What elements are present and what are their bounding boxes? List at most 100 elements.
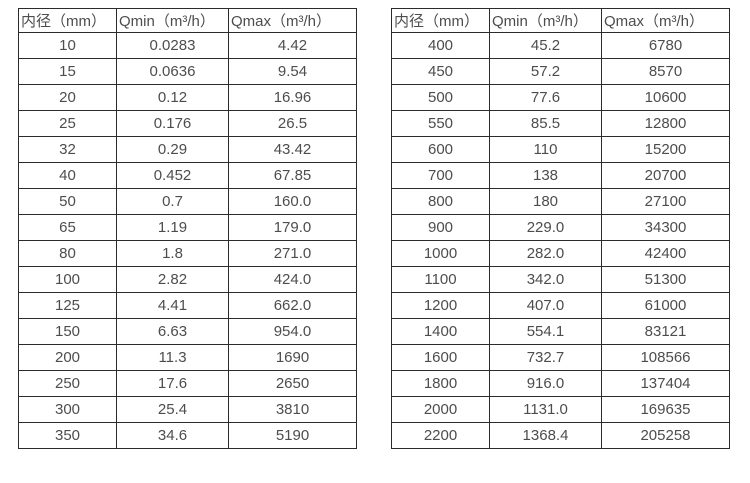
table-row: 300 25.4 3810 (18, 396, 357, 423)
qmin-cell: 4.41 (116, 292, 229, 319)
table-row: 1100 342.0 51300 (391, 266, 730, 293)
table-row: 1200 407.0 61000 (391, 292, 730, 319)
qmin-cell: 1131.0 (489, 396, 602, 423)
qmax-cell: 160.0 (228, 188, 357, 215)
qmax-column-header: Qmax（m³/h） (601, 8, 730, 33)
diameter-cell: 15 (18, 58, 117, 85)
qmax-cell: 137404 (601, 370, 730, 397)
qmin-cell: 229.0 (489, 214, 602, 241)
qmin-cell: 77.6 (489, 84, 602, 111)
diameter-cell: 350 (18, 422, 117, 449)
qmin-cell: 554.1 (489, 318, 602, 345)
qmax-cell: 26.5 (228, 110, 357, 137)
table-row: 40 0.452 67.85 (18, 162, 357, 189)
table-row: 1400 554.1 83121 (391, 318, 730, 345)
qmin-cell: 0.176 (116, 110, 229, 137)
qmin-cell: 1368.4 (489, 422, 602, 449)
diameter-cell: 550 (391, 110, 490, 137)
diameter-cell: 400 (391, 32, 490, 59)
table-row: 65 1.19 179.0 (18, 214, 357, 241)
qmin-cell: 85.5 (489, 110, 602, 137)
table-row: 2200 1368.4 205258 (391, 422, 730, 449)
table-row: 1800 916.0 137404 (391, 370, 730, 397)
qmin-cell: 1.8 (116, 240, 229, 267)
diameter-cell: 250 (18, 370, 117, 397)
diameter-column-header: 内径（mm） (391, 8, 490, 33)
diameter-column-header: 内径（mm） (18, 8, 117, 33)
qmin-cell: 0.452 (116, 162, 229, 189)
table-row: 500 77.6 10600 (391, 84, 730, 111)
qmin-cell: 342.0 (489, 266, 602, 293)
qmax-cell: 1690 (228, 344, 357, 371)
qmax-cell: 6780 (601, 32, 730, 59)
qmax-cell: 16.96 (228, 84, 357, 111)
diameter-cell: 300 (18, 396, 117, 423)
table-row: 125 4.41 662.0 (18, 292, 357, 319)
table-row: 350 34.6 5190 (18, 422, 357, 449)
qmax-cell: 43.42 (228, 136, 357, 163)
qmax-cell: 4.42 (228, 32, 357, 59)
qmin-cell: 0.0636 (116, 58, 229, 85)
table-row: 200 11.3 1690 (18, 344, 357, 371)
qmax-cell: 5190 (228, 422, 357, 449)
table-row: 700 138 20700 (391, 162, 730, 189)
diameter-cell: 150 (18, 318, 117, 345)
header-row: 内径（mm） Qmin（m³/h） Qmax（m³/h） (18, 8, 357, 33)
diameter-cell: 2000 (391, 396, 490, 423)
qmax-cell: 15200 (601, 136, 730, 163)
diameter-cell: 1000 (391, 240, 490, 267)
qmin-cell: 0.7 (116, 188, 229, 215)
qmin-column-header: Qmin（m³/h） (489, 8, 602, 33)
qmin-cell: 0.0283 (116, 32, 229, 59)
qmin-cell: 17.6 (116, 370, 229, 397)
table-row: 25 0.176 26.5 (18, 110, 357, 137)
qmin-cell: 282.0 (489, 240, 602, 267)
qmax-cell: 205258 (601, 422, 730, 449)
diameter-cell: 10 (18, 32, 117, 59)
diameter-cell: 1800 (391, 370, 490, 397)
diameter-cell: 50 (18, 188, 117, 215)
qmax-cell: 954.0 (228, 318, 357, 345)
flow-table-small-diameters: 内径（mm） Qmin（m³/h） Qmax（m³/h） 10 0.0283 4.42 15… (18, 8, 357, 449)
qmax-cell: 108566 (601, 344, 730, 371)
diameter-cell: 25 (18, 110, 117, 137)
qmax-cell: 34300 (601, 214, 730, 241)
qmax-cell: 3810 (228, 396, 357, 423)
flow-table-large-diameters: 内径（mm） Qmin（m³/h） Qmax（m³/h） 400 45.2 6780 450… (391, 8, 730, 449)
diameter-cell: 32 (18, 136, 117, 163)
qmin-cell: 0.12 (116, 84, 229, 111)
qmin-cell: 34.6 (116, 422, 229, 449)
table-row: 600 110 15200 (391, 136, 730, 163)
table-row: 10 0.0283 4.42 (18, 32, 357, 59)
qmin-cell: 2.82 (116, 266, 229, 293)
qmin-cell: 138 (489, 162, 602, 189)
table-row: 900 229.0 34300 (391, 214, 730, 241)
diameter-cell: 800 (391, 188, 490, 215)
qmin-cell: 11.3 (116, 344, 229, 371)
table-row: 450 57.2 8570 (391, 58, 730, 85)
diameter-cell: 1600 (391, 344, 490, 371)
table-row: 2000 1131.0 169635 (391, 396, 730, 423)
table-row: 50 0.7 160.0 (18, 188, 357, 215)
qmin-cell: 1.19 (116, 214, 229, 241)
qmax-cell: 27100 (601, 188, 730, 215)
diameter-cell: 65 (18, 214, 117, 241)
qmax-cell: 662.0 (228, 292, 357, 319)
qmax-cell: 83121 (601, 318, 730, 345)
qmax-cell: 61000 (601, 292, 730, 319)
diameter-cell: 500 (391, 84, 490, 111)
table-row: 20 0.12 16.96 (18, 84, 357, 111)
qmin-cell: 180 (489, 188, 602, 215)
table-row: 550 85.5 12800 (391, 110, 730, 137)
table-row: 80 1.8 271.0 (18, 240, 357, 267)
qmax-cell: 424.0 (228, 266, 357, 293)
qmin-cell: 916.0 (489, 370, 602, 397)
qmax-cell: 67.85 (228, 162, 357, 189)
qmax-cell: 10600 (601, 84, 730, 111)
diameter-cell: 1400 (391, 318, 490, 345)
qmax-cell: 8570 (601, 58, 730, 85)
qmax-cell: 271.0 (228, 240, 357, 267)
qmin-cell: 732.7 (489, 344, 602, 371)
qmin-cell: 0.29 (116, 136, 229, 163)
